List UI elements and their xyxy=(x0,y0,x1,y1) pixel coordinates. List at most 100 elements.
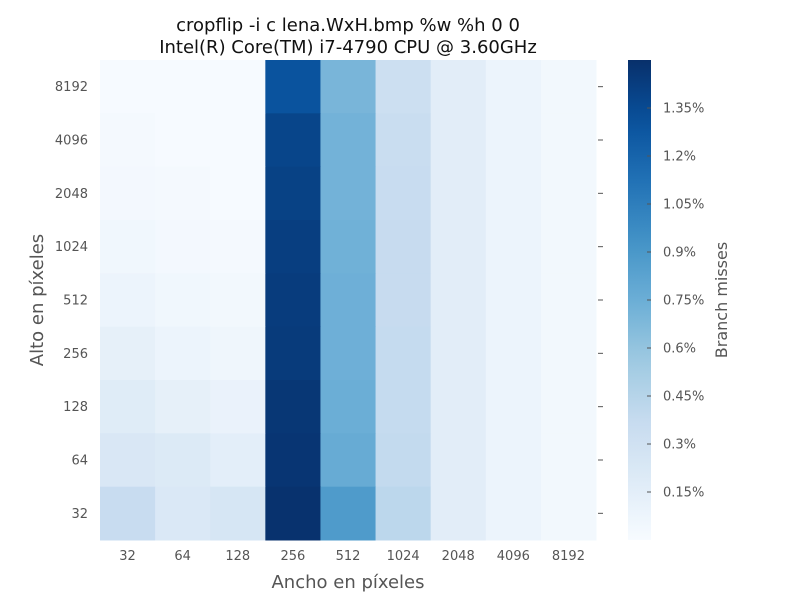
heatmap-cell xyxy=(540,380,597,434)
heatmap-cells xyxy=(100,60,597,541)
heatmap-cell xyxy=(485,486,542,541)
heatmap-cell xyxy=(375,273,432,328)
y-tick-label: 32 xyxy=(71,507,88,522)
heatmap-cell xyxy=(155,380,211,434)
x-tick-label: 8192 xyxy=(552,549,585,564)
heatmap-cell xyxy=(430,273,487,328)
heatmap-cell xyxy=(540,326,597,381)
colorbar: 0.15% 0.3% 0.45% 0.6% 0.75% 0.9% 1.05% 1.2% 1.35… xyxy=(628,60,704,540)
heatmap-cell xyxy=(430,326,487,381)
y-axis-ticks: 8192 4096 2048 1024 512 256 128 64 32 xyxy=(55,80,603,522)
heatmap-cell xyxy=(155,113,211,168)
x-tick-label: 512 xyxy=(336,549,361,564)
heatmap-cell xyxy=(320,273,377,328)
heatmap-cell xyxy=(155,166,211,221)
heatmap-cell xyxy=(485,113,542,168)
heatmap-cell xyxy=(320,220,377,274)
heatmap-cell xyxy=(100,113,156,168)
colorbar-tick-label: 1.05% xyxy=(663,198,704,213)
x-axis-ticks: 32 64 128 256 512 1024 2048 4096 8192 xyxy=(119,549,585,564)
x-tick-label: 2048 xyxy=(442,549,475,564)
heatmap-cell xyxy=(540,60,597,114)
heatmap-cell xyxy=(210,486,266,541)
heatmap-cell xyxy=(155,60,211,114)
heatmap-cell xyxy=(485,60,542,114)
heatmap-cell xyxy=(430,60,487,114)
heatmap-cell xyxy=(375,60,432,114)
heatmap-cell xyxy=(265,486,321,541)
x-tick-label: 32 xyxy=(119,549,136,564)
heatmap-cell xyxy=(540,166,597,221)
heatmap-cell xyxy=(430,113,487,168)
heatmap-cell xyxy=(430,166,487,221)
y-tick-label: 256 xyxy=(63,347,88,362)
heatmap-cell xyxy=(375,113,432,168)
colorbar-tick-label: 1.35% xyxy=(663,102,704,117)
heatmap-cell xyxy=(375,220,432,274)
x-axis-label: Ancho en píxeles xyxy=(271,572,424,593)
heatmap-cell xyxy=(210,433,266,488)
colorbar-tick-label: 0.15% xyxy=(663,486,704,501)
x-tick-label: 128 xyxy=(225,549,250,564)
heatmap-cell xyxy=(430,380,487,434)
heatmap-cell xyxy=(155,486,211,541)
heatmap-cell xyxy=(485,273,542,328)
colorbar-gradient xyxy=(628,60,651,540)
heatmap-cell xyxy=(320,326,377,381)
heatmap-cell xyxy=(375,380,432,434)
y-tick-label: 2048 xyxy=(55,187,88,202)
heatmap-cell xyxy=(265,220,321,274)
y-tick-label: 128 xyxy=(63,400,88,415)
colorbar-tick-label: 1.2% xyxy=(663,150,696,165)
heatmap-cell xyxy=(265,433,321,488)
chart-title-line-1: cropflip -i c lena.WxH.bmp %w %h 0 0 xyxy=(176,15,520,36)
heatmap-cell xyxy=(100,60,156,114)
heatmap-cell xyxy=(265,380,321,434)
heatmap-cell xyxy=(155,326,211,381)
x-tick-label: 256 xyxy=(280,549,305,564)
heatmap-cell xyxy=(430,220,487,274)
heatmap-cell xyxy=(210,273,266,328)
heatmap-cell xyxy=(540,220,597,274)
heatmap-cell xyxy=(485,166,542,221)
heatmap-cell xyxy=(540,433,597,488)
heatmap-cell xyxy=(210,166,266,221)
x-tick-label: 64 xyxy=(174,549,191,564)
heatmap-cell xyxy=(540,273,597,328)
heatmap-cell xyxy=(320,113,377,168)
x-tick-label: 4096 xyxy=(497,549,530,564)
heatmap-cell xyxy=(100,273,156,328)
heatmap-cell xyxy=(210,60,266,114)
colorbar-tick-label: 0.3% xyxy=(663,438,696,453)
heatmap-cell xyxy=(155,433,211,488)
heatmap-cell xyxy=(210,113,266,168)
heatmap-cell xyxy=(485,380,542,434)
heatmap-cell xyxy=(265,113,321,168)
heatmap-cell xyxy=(320,486,377,541)
heatmap-cell xyxy=(100,326,156,381)
heatmap-cell xyxy=(100,380,156,434)
chart-title-line-2: Intel(R) Core(TM) i7-4790 CPU @ 3.60GHz xyxy=(159,37,537,58)
heatmap-cell xyxy=(375,486,432,541)
colorbar-tick-label: 0.9% xyxy=(663,246,696,261)
heatmap-cell xyxy=(265,326,321,381)
heatmap-cell xyxy=(100,220,156,274)
y-tick-label: 4096 xyxy=(55,134,88,149)
heatmap-cell xyxy=(210,380,266,434)
heatmap-cell xyxy=(540,113,597,168)
y-axis-label: Alto en píxeles xyxy=(27,234,48,366)
heatmap-cell xyxy=(100,433,156,488)
heatmap-cell xyxy=(320,166,377,221)
x-tick-label: 1024 xyxy=(387,549,420,564)
heatmap-cell xyxy=(265,273,321,328)
colorbar-label: Branch misses xyxy=(712,242,731,358)
heatmap-cell xyxy=(265,166,321,221)
heatmap-cell xyxy=(210,220,266,274)
heatmap-cell xyxy=(210,326,266,381)
heatmap-cell xyxy=(320,380,377,434)
colorbar-tick-label: 0.6% xyxy=(663,342,696,357)
heatmap-cell xyxy=(430,433,487,488)
heatmap-cell xyxy=(100,166,156,221)
